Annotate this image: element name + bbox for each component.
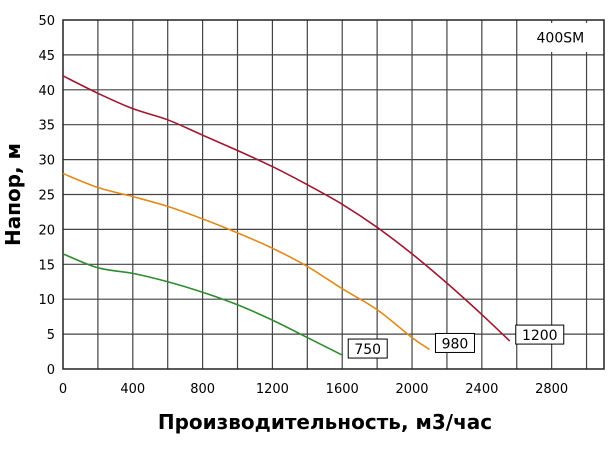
- series-label-box: [434, 332, 475, 353]
- y-tick-label: 25: [38, 189, 55, 204]
- series-label-1200: 1200: [522, 328, 558, 344]
- y-tick-label: 35: [38, 119, 55, 134]
- x-tick-label: 2000: [395, 382, 428, 397]
- x-axis-label: Производительность, м3/час: [158, 410, 492, 434]
- y-tick-label: 40: [38, 84, 55, 99]
- x-tick-label: 400: [120, 382, 145, 397]
- y-tick-label: 5: [47, 328, 55, 343]
- series-label-box: [515, 324, 565, 345]
- x-tick-label: 1600: [326, 382, 359, 397]
- y-tick-label: 30: [38, 154, 55, 169]
- series-line-750: [62, 253, 343, 356]
- model-label-box: [519, 23, 601, 52]
- y-tick-label: 20: [38, 223, 55, 238]
- series-line-980: [62, 172, 430, 351]
- model-label: 400SM: [537, 30, 585, 46]
- x-tick-label: 800: [190, 382, 215, 397]
- y-tick-label: 0: [47, 363, 55, 378]
- y-axis-label: Напор, м: [1, 143, 25, 246]
- y-ticks: 0 5 10 15 20 25 30 35 40 45 50: [38, 14, 55, 378]
- series-group: [62, 75, 511, 356]
- y-tick-label: 15: [38, 258, 55, 273]
- plot-frame: [62, 19, 605, 370]
- x-ticks: 0 400 800 1200 1600 2000 2400 2800: [59, 382, 568, 397]
- x-tick-label: 2400: [465, 382, 498, 397]
- series-label-980: 980: [442, 336, 469, 352]
- series-line-1200: [62, 75, 511, 342]
- x-tick-label: 2800: [535, 382, 568, 397]
- series-label-750: 750: [354, 342, 381, 358]
- series-label-box: [347, 338, 388, 359]
- series-labels: 750 980 1200: [347, 324, 565, 359]
- x-tick-label: 0: [59, 382, 67, 397]
- y-tick-label: 10: [38, 293, 55, 308]
- y-tick-label: 45: [38, 49, 55, 64]
- grid: [63, 20, 604, 369]
- y-tick-label: 50: [38, 14, 55, 29]
- x-tick-label: 1200: [256, 382, 289, 397]
